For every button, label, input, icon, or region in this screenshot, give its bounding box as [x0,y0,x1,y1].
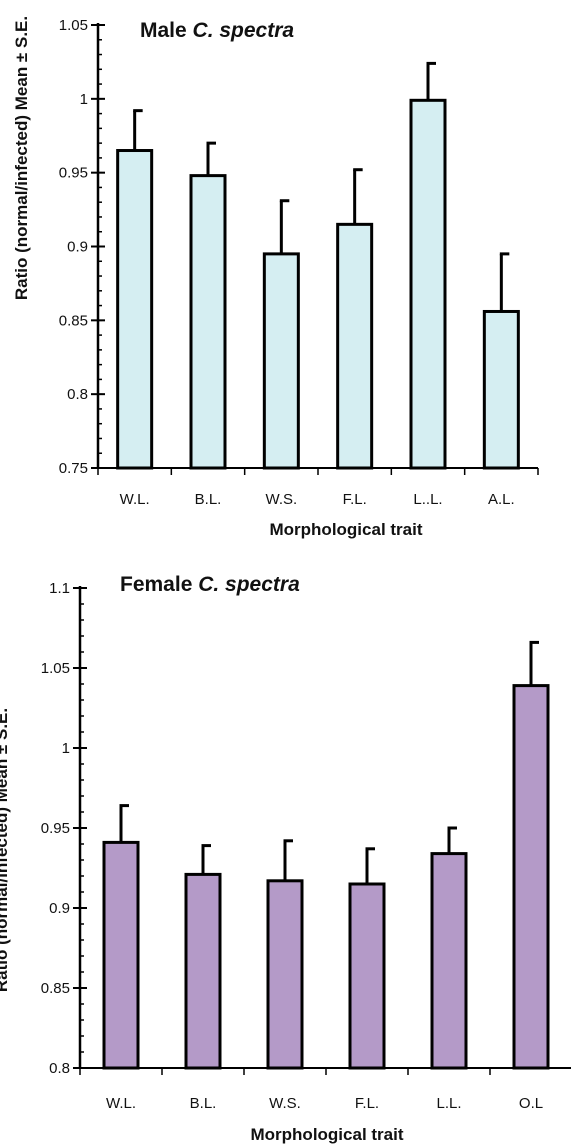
y-tick-label: 1.05 [59,17,88,34]
y-axis-title: Ratio (normal/infected) Mean ± S.E. [0,708,11,992]
bar [184,872,222,1070]
y-tick-label: 0.8 [49,1060,70,1077]
bar [189,174,227,470]
y-tick-label: 1.05 [41,660,70,677]
x-tick-label: B.L. [195,491,222,508]
x-tick-label: W.L. [120,491,150,508]
plot-area-female: W.L. B.L. W.S. F.L. L.L. O.L 0.8 0.85 0.9 0.95 1 1.… [41,580,571,1112]
x-tick-label: W.S. [269,1095,301,1112]
x-tick-label: A.L. [488,491,515,508]
plot-area-male: W.L. B.L. W.S. F.L. L..L. A.L. 0.75 0.8 0.85 0.9 0… [59,17,539,508]
chart-title-prefix: Female [120,573,192,596]
y-tick-label: 1 [80,91,88,108]
y-tick-label: 0.9 [67,239,88,256]
chart-title-prefix: Male [140,19,187,42]
bar [430,852,468,1070]
x-tick-label: F.L. [355,1095,379,1112]
bar [266,879,304,1070]
y-tick-label: 0.95 [59,165,88,182]
chart-title-species: C. spectra [193,19,295,42]
x-axis-title: Morphological trait [251,1125,404,1144]
x-tick-label: O.L [519,1095,543,1112]
bar [482,309,520,470]
y-tick-label: 0.95 [41,820,70,837]
x-tick-label: W.L. [106,1095,136,1112]
bar [336,222,374,470]
chart-male: Male C. spectra Ratio (normal/infected) … [12,16,539,539]
y-tick-label: 0.75 [59,460,88,477]
y-tick-label: 1 [62,740,70,757]
x-axis-title: Morphological trait [270,520,423,539]
chart-female: Female C. spectra Ratio (normal/infected… [0,573,571,1144]
x-tick-label: B.L. [190,1095,217,1112]
y-tick-label: 0.9 [49,900,70,917]
bar [116,149,154,470]
bar [348,882,386,1070]
x-tick-label: L.L. [436,1095,461,1112]
y-tick-label: 1.1 [49,580,70,597]
x-tick-label: W.S. [265,491,297,508]
y-tick-label: 0.85 [59,312,88,329]
bar [409,98,447,470]
x-tick-label: L..L. [413,491,442,508]
chart-title: Female C. spectra [120,573,300,596]
bar [262,252,300,470]
chart-title-species: C. spectra [198,573,300,596]
x-tick-label: F.L. [343,491,367,508]
bar [512,684,550,1070]
y-tick-label: 0.85 [41,980,70,997]
y-axis-title: Ratio (normal/infected) Mean ± S.E. [12,16,31,300]
y-tick-label: 0.8 [67,386,88,403]
chart-title: Male C. spectra [140,19,294,42]
bar [102,840,140,1070]
